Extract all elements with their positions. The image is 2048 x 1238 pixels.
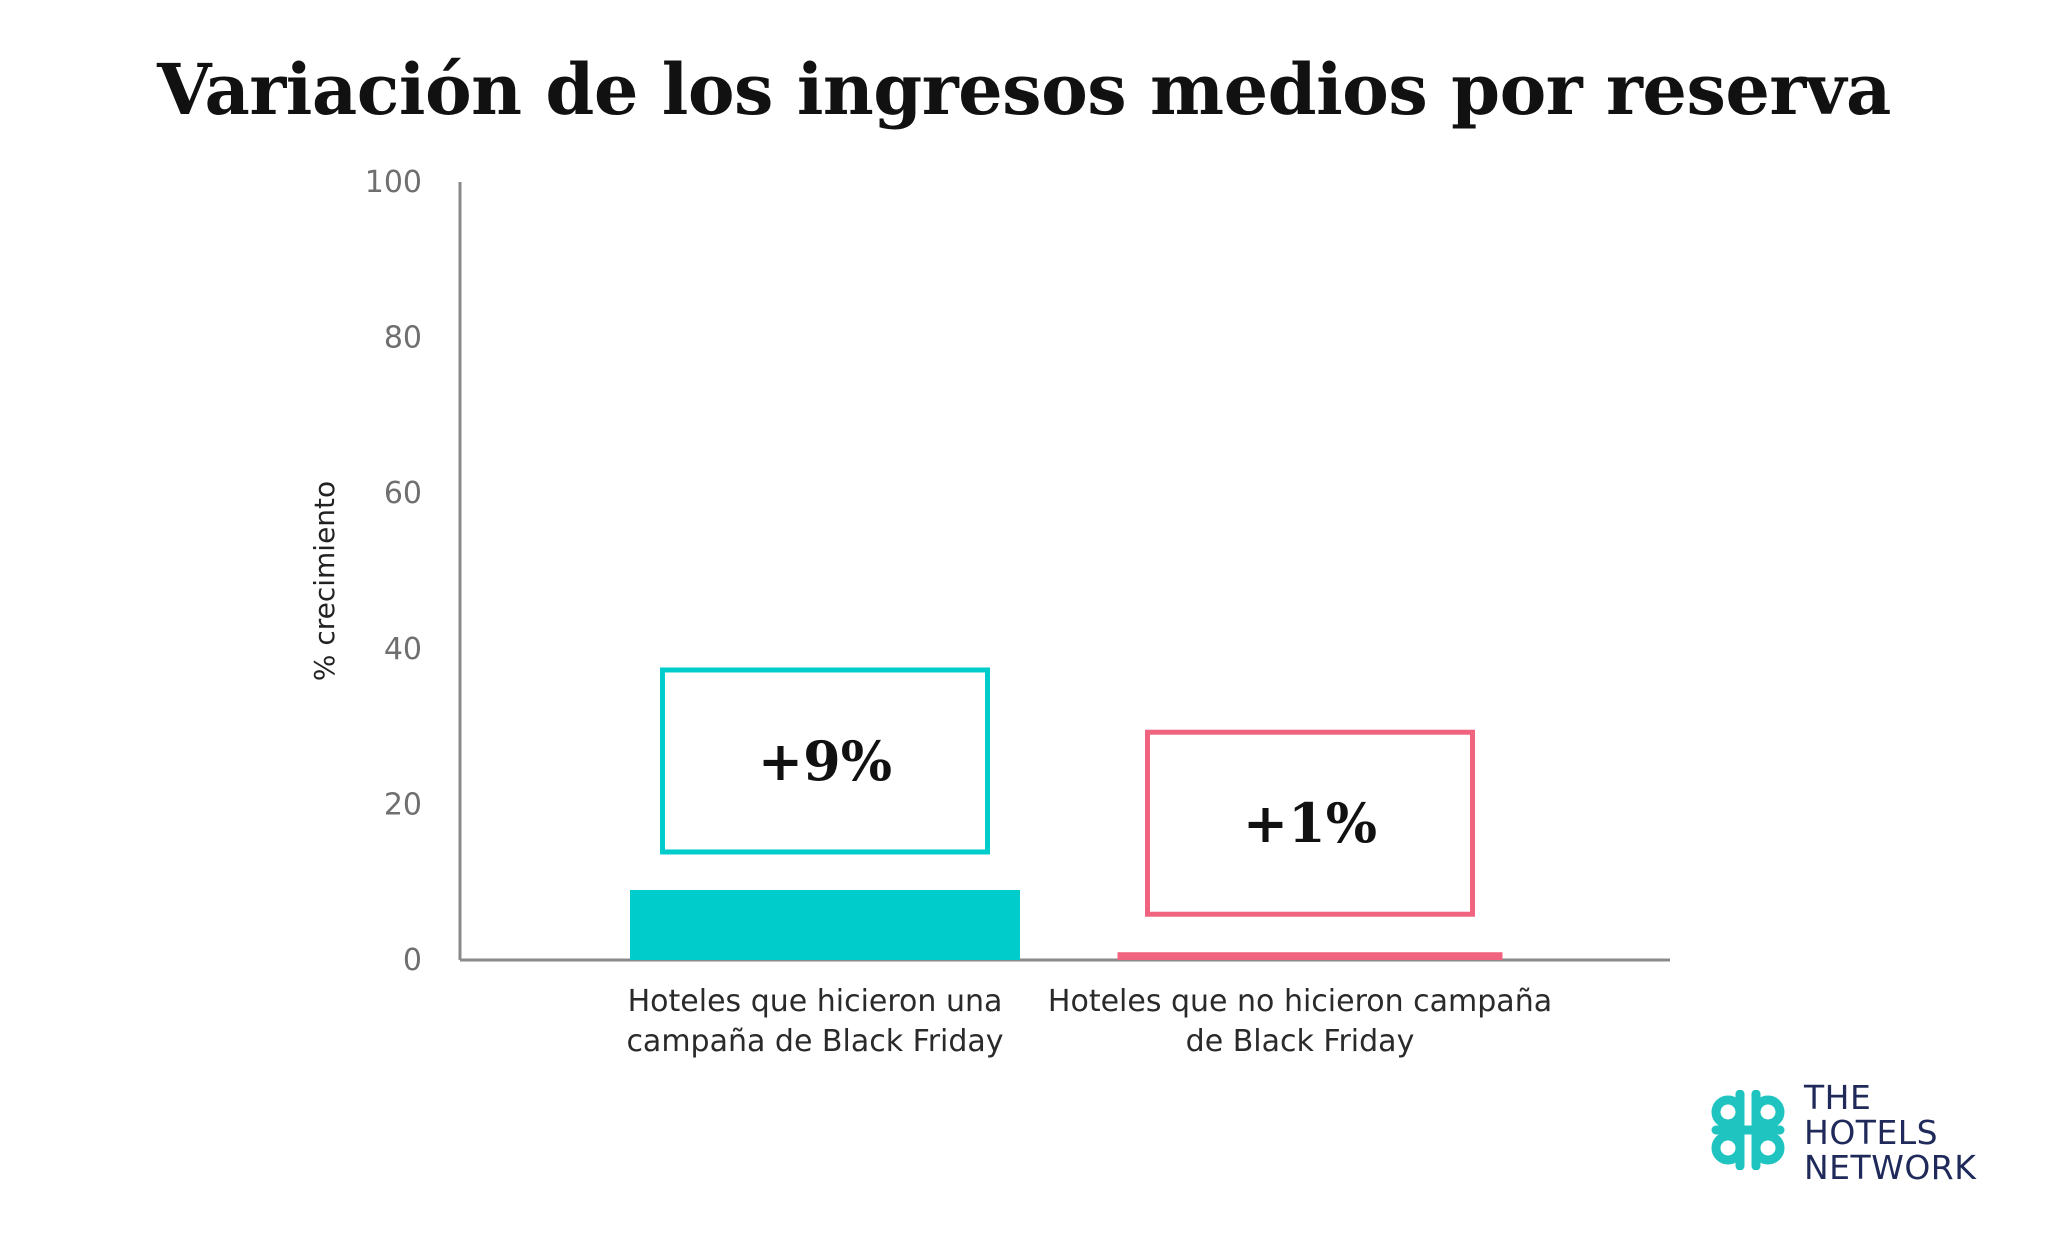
y-tick-label: 100 (365, 165, 422, 200)
y-tick-label: 60 (384, 476, 422, 511)
data-label: +9% (758, 729, 892, 793)
logo-line-hotels: HOTELS (1804, 1113, 1939, 1152)
bar (1117, 952, 1503, 960)
logo-line-network: NETWORK (1804, 1148, 1977, 1187)
data-label: +1% (1243, 791, 1377, 855)
value-callout-box (660, 667, 990, 855)
category-label: de Black Friday (1186, 1024, 1415, 1059)
logo-line-the: THE (1804, 1078, 1872, 1117)
the-hotels-network-logo: THE HOTELS NETWORK (1708, 1078, 2008, 1188)
y-tick-label: 20 (384, 787, 422, 822)
category-label: campaña de Black Friday (626, 1024, 1003, 1059)
y-tick-label: 0 (403, 943, 422, 978)
chart-title: Variación de los ingresos medios por res… (157, 48, 1891, 131)
y-tick-label: 40 (384, 632, 422, 667)
bar (630, 889, 1020, 960)
logo-wordmark: THE HOTELS NETWORK (1804, 1080, 1976, 1185)
logo-mark-icon (1711, 1090, 1785, 1170)
category-label: Hoteles que no hicieron campaña (1048, 984, 1552, 1019)
value-callout-box (1145, 729, 1475, 917)
category-label: Hoteles que hicieron una (628, 984, 1003, 1019)
y-tick-label: 80 (384, 321, 422, 356)
y-axis-title: % crecimiento (308, 481, 341, 681)
